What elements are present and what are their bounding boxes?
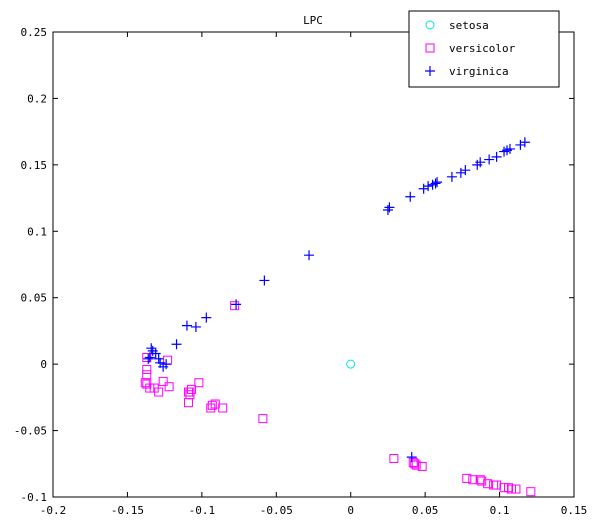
y-tick-label: 0.15 — [21, 159, 48, 172]
legend-label-setosa: setosa — [449, 19, 489, 32]
x-tick-label: -0.2 — [40, 504, 67, 517]
virginica-point — [405, 191, 416, 202]
virginica-point — [304, 250, 315, 261]
y-tick-label: 0.2 — [27, 92, 47, 105]
y-tick-label: 0.05 — [21, 292, 48, 305]
versicolor-point — [183, 387, 193, 397]
virginica-point — [460, 165, 471, 176]
versicolor-point — [411, 460, 421, 470]
virginica-point — [171, 339, 182, 350]
versicolor-point — [183, 398, 193, 408]
virginica-point — [406, 452, 417, 463]
legend-label-versicolor: versicolor — [449, 42, 516, 55]
versicolor-point — [258, 414, 268, 424]
virginica-point — [432, 177, 443, 188]
y-axis: -0.1 -0.05 0 0.05 0.1 0.15 0.2 0.25 — [14, 26, 574, 504]
versicolor-point — [417, 461, 427, 471]
legend-label-virginica: virginica — [449, 65, 509, 78]
versicolor-point — [483, 479, 493, 489]
y-tick-label: 0.1 — [27, 225, 47, 238]
virginica-point — [382, 205, 393, 216]
y-tick-label: 0 — [40, 358, 47, 371]
versicolor-point — [142, 364, 152, 374]
virginica-point — [430, 178, 441, 189]
legend-marker-virginica — [425, 66, 435, 76]
x-tick-label: 0 — [347, 504, 354, 517]
x-tick-label: -0.15 — [111, 504, 144, 517]
versicolor-point — [207, 400, 217, 410]
virginica-point — [259, 275, 270, 286]
virginica-point — [504, 143, 515, 154]
versicolor-point — [504, 483, 514, 493]
virginica-point — [455, 167, 466, 178]
legend-marker-setosa — [425, 20, 435, 30]
virginica-point — [143, 353, 154, 364]
versicolor-point — [142, 379, 152, 389]
versicolor-point — [186, 384, 196, 394]
virginica-point — [446, 171, 457, 182]
versicolor-point — [462, 473, 472, 483]
virginica-point — [153, 353, 164, 364]
x-tick-label: -0.05 — [260, 504, 293, 517]
versicolor-point — [408, 457, 418, 467]
x-tick-label: 0.15 — [561, 504, 588, 517]
y-tick-label: -0.05 — [14, 425, 47, 438]
versicolor-point — [492, 480, 502, 490]
plot-area — [52, 31, 575, 498]
versicolor-point — [477, 476, 487, 486]
data-points — [140, 137, 536, 497]
virginica-point — [144, 352, 155, 363]
virginica-point — [146, 343, 157, 354]
x-axis: -0.2 -0.15 -0.1 -0.05 0 0.05 0.1 0.15 — [40, 32, 588, 517]
versicolor-point — [230, 301, 240, 311]
x-tick-label: 0.05 — [412, 504, 439, 517]
virginica-point — [418, 183, 429, 194]
versicolor-point — [206, 403, 216, 413]
virginica-point — [519, 137, 530, 148]
legend: setosa versicolor virginica — [408, 10, 560, 88]
versicolor-point — [511, 484, 521, 494]
x-tick-label: -0.1 — [189, 504, 216, 517]
virginica-point — [155, 357, 166, 368]
versicolor-point — [410, 459, 420, 469]
versicolor-point — [194, 378, 204, 388]
versicolor-point — [158, 376, 168, 386]
virginica-point — [475, 157, 486, 168]
setosa-point — [346, 359, 356, 369]
virginica-point — [147, 345, 158, 356]
virginica-point — [423, 181, 434, 192]
virginica-point — [201, 312, 212, 323]
y-tick-label: -0.1 — [21, 491, 48, 504]
versicolor-point — [468, 475, 478, 485]
virginica-point — [515, 139, 526, 150]
virginica-point — [491, 151, 502, 162]
virginica-point — [181, 320, 192, 331]
virginica-point — [231, 299, 242, 310]
versicolor-point — [526, 487, 536, 497]
versicolor-point — [164, 382, 174, 392]
chart-title: LPC — [303, 14, 323, 27]
versicolor-point — [389, 453, 399, 463]
versicolor-point — [140, 378, 150, 388]
legend-marker-versicolor — [425, 43, 435, 53]
virginica-point — [484, 154, 495, 165]
y-tick-label: 0.25 — [21, 26, 48, 39]
virginica-point — [190, 321, 201, 332]
virginica-point — [384, 202, 395, 213]
x-tick-label: 0.1 — [490, 504, 510, 517]
